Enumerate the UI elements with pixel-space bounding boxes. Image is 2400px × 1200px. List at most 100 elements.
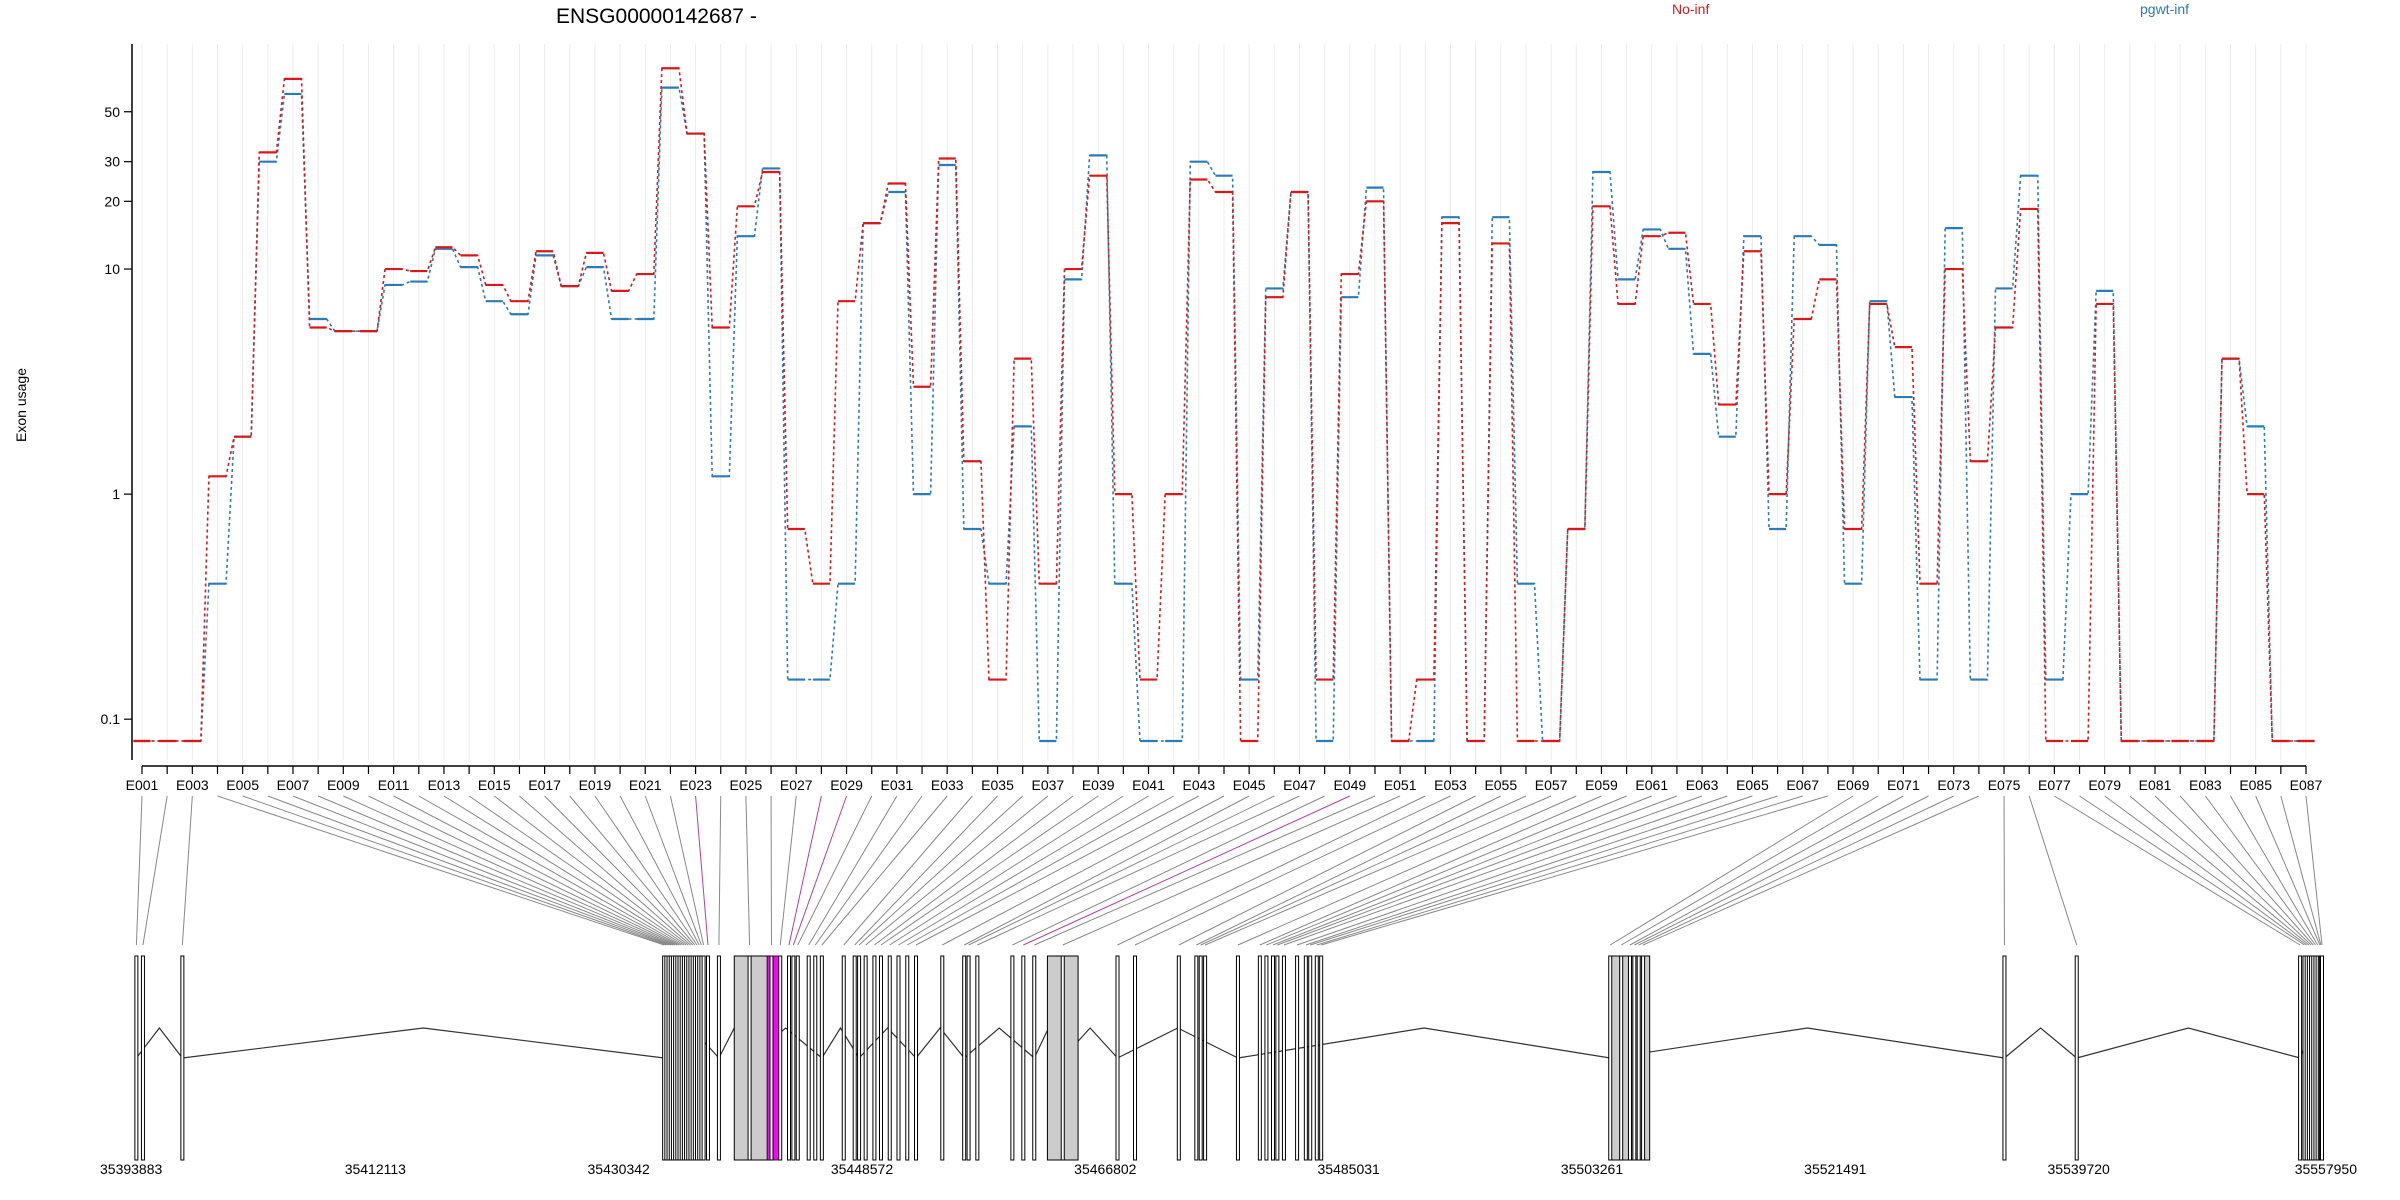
exon-E049 xyxy=(1021,955,1026,1161)
connector-E006 xyxy=(267,795,669,946)
connector-E028 xyxy=(788,795,822,946)
connector-E010 xyxy=(368,795,678,946)
series-pgwt-inf xyxy=(133,86,2315,743)
exon-E043 xyxy=(914,955,919,1161)
x-tick-label: E047 xyxy=(1283,777,1316,793)
connector-E077 xyxy=(2054,795,2301,946)
x-tick-label: E015 xyxy=(478,777,511,793)
connector-E047 xyxy=(977,795,1300,946)
y-ticks: 0.1 1 10 20 30 50 xyxy=(101,104,132,727)
x-tick-label: E049 xyxy=(1333,777,1366,793)
connector-E083 xyxy=(2204,795,2316,946)
connector-E012 xyxy=(418,795,682,946)
connector-E039 xyxy=(880,795,1099,946)
connector-E011 xyxy=(393,795,680,946)
connector-E053 xyxy=(1134,795,1451,946)
x-tick-label: E087 xyxy=(2290,777,2323,793)
x-tick-label: E011 xyxy=(378,777,410,793)
connector-E016 xyxy=(519,795,691,946)
exon-E048 xyxy=(1010,955,1015,1161)
exon-E046 xyxy=(966,955,971,1161)
connector-E068 xyxy=(1321,795,1829,946)
x-tick-label: E043 xyxy=(1182,777,1215,793)
connector-E041 xyxy=(898,795,1149,946)
connector-E030 xyxy=(797,795,873,946)
connector-E036 xyxy=(858,795,1024,946)
connector-E052 xyxy=(1117,795,1426,946)
exon-E073 xyxy=(1636,955,1641,1161)
connector-E073 xyxy=(1638,795,1954,946)
exon-E087 xyxy=(2320,955,2324,1161)
connector-E082 xyxy=(2179,795,2314,946)
connector-E055 xyxy=(1196,795,1502,946)
exon-E039 xyxy=(878,955,883,1161)
exon-E069 xyxy=(1608,955,1613,1161)
y-tick-label: 20 xyxy=(104,193,120,209)
exon-E035 xyxy=(852,955,857,1161)
x-tick-label: E029 xyxy=(830,777,863,793)
exon-E077 xyxy=(2298,955,2303,1161)
y-axis-label: Exon usage xyxy=(13,368,29,442)
connector-E084 xyxy=(2230,795,2319,946)
exon-E050 xyxy=(1032,955,1037,1161)
connector-E051 xyxy=(1062,795,1401,946)
connector-E021 xyxy=(644,795,702,946)
connector-E080 xyxy=(2129,795,2310,946)
x-tick-label: E023 xyxy=(679,777,712,793)
exon-E063 xyxy=(1281,955,1286,1161)
connector-E003 xyxy=(181,795,193,946)
connector-E071 xyxy=(1629,795,1904,946)
exon-E031 xyxy=(806,955,811,1161)
coordinate-label: 35521491 xyxy=(1804,1161,1867,1177)
connector-E029 xyxy=(792,795,848,946)
exon-E067 xyxy=(1314,955,1319,1161)
coordinate-label: 35485031 xyxy=(1318,1161,1381,1177)
exon-E024 xyxy=(716,955,721,1161)
exon-E040 xyxy=(887,955,892,1161)
x-tick-label: E085 xyxy=(2239,777,2272,793)
coordinate-label: 35412113 xyxy=(345,1161,406,1177)
x-tick-label: E067 xyxy=(1786,777,1819,793)
x-tick-label: E075 xyxy=(1988,777,2021,793)
connector-E066 xyxy=(1310,795,1778,946)
x-tick-label: E055 xyxy=(1484,777,1517,793)
exon-block-grey xyxy=(733,955,772,1161)
exon-E062 xyxy=(1275,955,1280,1161)
connector-E019 xyxy=(594,795,698,946)
x-tick-label: E003 xyxy=(176,777,209,793)
connector-E054 xyxy=(1178,795,1476,946)
exon-E064 xyxy=(1295,955,1300,1161)
exon-E051 xyxy=(1060,955,1065,1161)
exon-E056 xyxy=(1198,955,1203,1161)
chart-title: ENSG00000142687 - xyxy=(556,5,757,28)
connector-E067 xyxy=(1316,795,1803,946)
series-layer xyxy=(133,67,2315,743)
connector-E009 xyxy=(343,795,676,946)
connector-E033 xyxy=(821,795,948,946)
connector-E062 xyxy=(1277,795,1678,946)
x-tick-label: E027 xyxy=(780,777,813,793)
connector-E014 xyxy=(468,795,687,946)
connector-E060 xyxy=(1266,795,1627,946)
x-tick-label: E059 xyxy=(1585,777,1618,793)
connector-E042 xyxy=(907,795,1174,946)
x-tick-label: E069 xyxy=(1837,777,1870,793)
connector-E013 xyxy=(443,795,685,946)
coordinate-label: 35539720 xyxy=(2048,1161,2111,1177)
legend-pgwt-inf: pgwt-inf xyxy=(2140,1,2189,17)
x-tick-label: E041 xyxy=(1132,777,1165,793)
connector-E048 xyxy=(1012,795,1325,946)
connector-E024 xyxy=(718,795,722,946)
exon-E061 xyxy=(1270,955,1275,1161)
connector-E027 xyxy=(779,795,797,946)
connector-E004 xyxy=(217,795,665,946)
x-tick-label: E077 xyxy=(2038,777,2071,793)
axes xyxy=(131,44,2306,767)
x-tick-label: E057 xyxy=(1535,777,1568,793)
coordinate-label: 35503261 xyxy=(1561,1161,1624,1177)
connector-E057 xyxy=(1204,795,1552,946)
connector-E049 xyxy=(1023,795,1351,946)
exon-E030 xyxy=(795,955,800,1161)
connector-E020 xyxy=(619,795,700,946)
